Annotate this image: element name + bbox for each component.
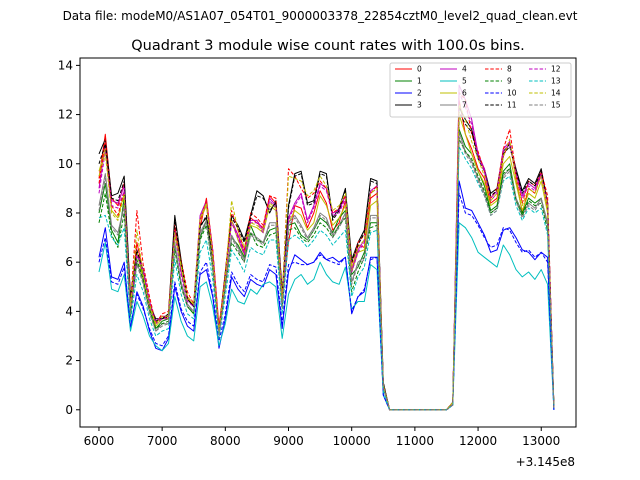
plot-frame — [79, 57, 577, 428]
x-tick-label: 7000 — [147, 434, 178, 448]
y-tick-label: 8 — [65, 206, 73, 220]
series-line-9 — [98, 138, 555, 411]
y-tick-label: 0 — [65, 403, 73, 417]
x-tick-label: 12000 — [459, 434, 497, 448]
chart-title: Quadrant 3 module wise count rates with … — [131, 38, 525, 54]
legend-label-12: 12 — [551, 65, 561, 74]
legend-box — [389, 62, 572, 118]
legend-label-14: 14 — [551, 89, 561, 98]
series-lines — [98, 84, 555, 411]
legend-label-1: 1 — [417, 77, 422, 86]
legend-label-4: 4 — [462, 65, 467, 74]
x-offset-label: +3.145e8 — [516, 455, 575, 469]
y-tick-label: 14 — [58, 58, 73, 72]
legend-label-3: 3 — [417, 101, 422, 110]
y-axis-ticks: 0 2 4 6 8 10 12 14 — [58, 58, 80, 417]
legend-label-9: 9 — [507, 77, 512, 86]
y-tick-label: 2 — [65, 354, 73, 368]
series-line-7 — [98, 131, 555, 411]
legend-label-6: 6 — [462, 89, 467, 98]
series-line-5 — [98, 222, 555, 411]
y-tick-label: 6 — [65, 255, 73, 269]
series-line-15 — [98, 136, 555, 411]
y-tick-label: 10 — [58, 157, 73, 171]
series-line-8 — [98, 91, 555, 411]
x-tick-label: 11000 — [396, 434, 434, 448]
legend-label-11: 11 — [507, 101, 517, 110]
series-line-11 — [98, 111, 555, 411]
legend-label-15: 15 — [551, 101, 561, 110]
y-tick-label: 12 — [58, 108, 73, 122]
series-line-10 — [98, 192, 555, 411]
legend-label-5: 5 — [462, 77, 467, 86]
legend-label-10: 10 — [507, 89, 517, 98]
legend-label-0: 0 — [417, 65, 422, 74]
x-tick-label: 13000 — [522, 434, 560, 448]
x-axis-ticks: 6000 7000 8000 9000 10000 11000 12000 13000 — [84, 427, 560, 448]
series-line-14 — [98, 104, 555, 411]
x-tick-label: 10000 — [333, 434, 371, 448]
chart-suptitle: Data file: modeM0/AS1A07_054T01_90000033… — [63, 9, 578, 23]
legend-label-2: 2 — [417, 89, 422, 98]
series-line-13 — [98, 146, 555, 411]
x-tick-label: 6000 — [84, 434, 115, 448]
x-tick-label: 8000 — [210, 434, 241, 448]
legend-label-8: 8 — [507, 65, 512, 74]
series-line-2 — [98, 180, 555, 411]
x-tick-label: 9000 — [273, 434, 304, 448]
legend-label-13: 13 — [551, 77, 561, 86]
series-line-3 — [98, 106, 555, 411]
y-tick-label: 4 — [65, 304, 73, 318]
legend-label-7: 7 — [462, 101, 467, 110]
